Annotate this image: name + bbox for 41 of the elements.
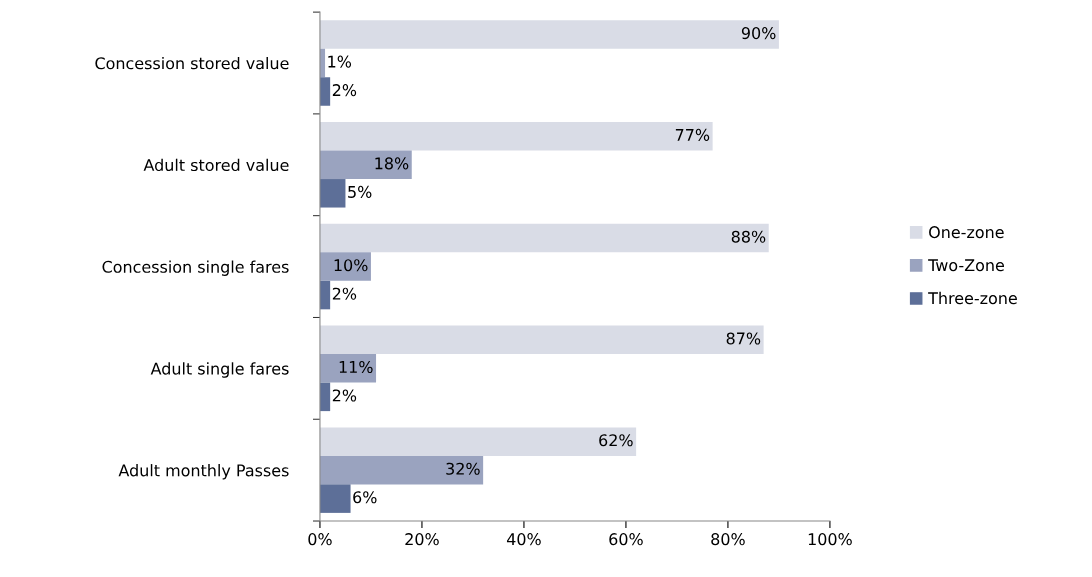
data-label: 2% xyxy=(332,389,357,402)
bar xyxy=(319,354,377,383)
x-tick-label: 80% xyxy=(711,533,745,546)
data-label: 5% xyxy=(348,185,372,198)
legend-label: One-zone xyxy=(929,226,1004,239)
y-tick-label: Concession stored value xyxy=(95,56,289,70)
data-label: 18% xyxy=(375,157,409,170)
legend-label: Three-zone xyxy=(928,291,1017,305)
data-label: 11% xyxy=(339,360,373,373)
bar xyxy=(319,150,412,180)
data-label: 6% xyxy=(353,491,377,504)
bar xyxy=(319,20,779,49)
x-tick-label: 100% xyxy=(808,533,852,546)
x-tick-label: 20% xyxy=(405,533,439,546)
x-tick-label: 40% xyxy=(506,533,541,546)
bar xyxy=(319,325,764,355)
data-label: 87% xyxy=(726,332,761,345)
data-label: 10% xyxy=(334,259,368,272)
data-label: 32% xyxy=(446,462,480,475)
x-tick-label: 0% xyxy=(308,533,332,546)
data-label: 90% xyxy=(741,27,776,40)
data-label: 77% xyxy=(675,128,710,141)
bar xyxy=(319,179,346,208)
legend-label: Two-Zone xyxy=(928,259,1004,272)
bar xyxy=(319,484,351,513)
bar xyxy=(319,427,637,456)
bar xyxy=(319,223,769,253)
y-tick-label: Adult stored value xyxy=(143,158,289,172)
data-label: 2% xyxy=(332,287,357,300)
data-label: 2% xyxy=(332,84,357,97)
x-tick-label: 60% xyxy=(609,533,643,546)
bar xyxy=(319,122,713,151)
bar xyxy=(319,455,484,485)
y-tick-label: Adult monthly Passes xyxy=(118,464,289,480)
data-label: 62% xyxy=(599,434,633,447)
data-label: 1% xyxy=(328,55,352,68)
y-tick-label: Adult single fares xyxy=(150,362,289,378)
y-tick-label: Concession single fares xyxy=(102,260,289,276)
bar xyxy=(319,252,371,281)
data-label: 88% xyxy=(731,230,766,243)
bar xyxy=(319,77,331,106)
